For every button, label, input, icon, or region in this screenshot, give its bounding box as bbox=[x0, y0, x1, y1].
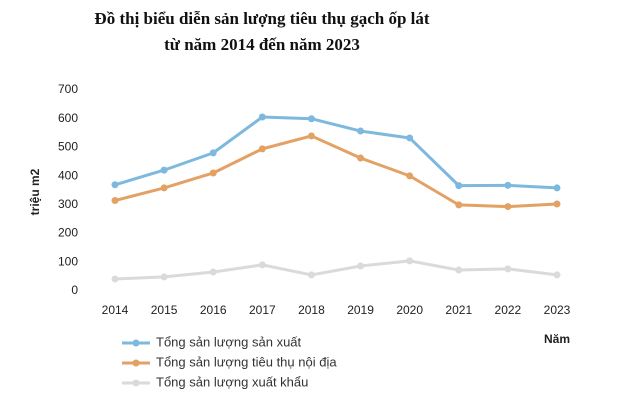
y-tick-label: 300 bbox=[58, 197, 78, 211]
legend-label: Tổng sản lượng sản xuất bbox=[156, 334, 302, 349]
data-point bbox=[209, 169, 217, 177]
legend-label: Tổng sản lượng xuất khẩu bbox=[156, 374, 308, 389]
data-point bbox=[307, 271, 315, 279]
data-point bbox=[553, 200, 561, 208]
data-point bbox=[406, 257, 414, 265]
data-point bbox=[111, 197, 119, 205]
chart-title: Đồ thị biểu diễn sản lượng tiêu thụ gạch… bbox=[94, 9, 429, 28]
data-point bbox=[258, 145, 266, 153]
data-point bbox=[357, 154, 365, 162]
y-tick-label: 100 bbox=[58, 254, 78, 268]
data-point bbox=[455, 201, 463, 209]
x-tick-label: 2022 bbox=[495, 303, 522, 317]
data-point bbox=[160, 273, 168, 281]
y-axis-title: triệu m2 bbox=[28, 168, 42, 215]
data-point bbox=[357, 127, 365, 135]
series-line bbox=[114, 134, 558, 209]
series-line bbox=[114, 259, 558, 281]
x-tick-label: 2018 bbox=[298, 303, 325, 317]
x-tick-label: 2015 bbox=[151, 303, 178, 317]
data-point bbox=[455, 266, 463, 274]
x-tick-label: 2017 bbox=[249, 303, 276, 317]
data-point bbox=[504, 181, 512, 189]
data-point bbox=[504, 265, 512, 273]
legend-marker bbox=[132, 359, 140, 367]
legend-label: Tổng sản lượng tiêu thụ nội địa bbox=[156, 354, 337, 369]
data-point bbox=[111, 275, 119, 283]
x-tick-label: 2019 bbox=[347, 303, 374, 317]
data-point bbox=[258, 113, 266, 121]
data-point bbox=[307, 115, 315, 123]
y-tick-label: 200 bbox=[58, 226, 78, 240]
y-tick-label: 0 bbox=[71, 283, 78, 297]
x-tick-label: 2014 bbox=[102, 303, 129, 317]
x-tick-label: 2020 bbox=[396, 303, 423, 317]
data-point bbox=[111, 181, 119, 189]
data-point bbox=[160, 166, 168, 174]
x-tick-label: 2023 bbox=[544, 303, 571, 317]
legend-marker bbox=[132, 339, 140, 347]
data-point bbox=[504, 203, 512, 211]
data-point bbox=[406, 172, 414, 180]
data-point bbox=[209, 149, 217, 157]
series-line bbox=[114, 115, 558, 190]
x-tick-label: 2016 bbox=[200, 303, 227, 317]
data-point bbox=[553, 271, 561, 279]
data-point bbox=[553, 184, 561, 192]
y-tick-label: 400 bbox=[58, 168, 78, 182]
x-axis-title: Năm bbox=[544, 332, 570, 346]
data-point bbox=[160, 184, 168, 192]
y-tick-label: 700 bbox=[58, 82, 78, 96]
data-point bbox=[307, 132, 315, 140]
x-tick-label: 2021 bbox=[445, 303, 472, 317]
data-point bbox=[258, 261, 266, 269]
y-tick-label: 500 bbox=[58, 140, 78, 154]
data-point bbox=[209, 268, 217, 276]
legend-marker bbox=[132, 379, 140, 387]
y-tick-label: 600 bbox=[58, 111, 78, 125]
data-point bbox=[455, 182, 463, 190]
data-point bbox=[406, 134, 414, 142]
chart-title: từ năm 2014 đến năm 2023 bbox=[164, 35, 360, 54]
data-point bbox=[357, 262, 365, 270]
